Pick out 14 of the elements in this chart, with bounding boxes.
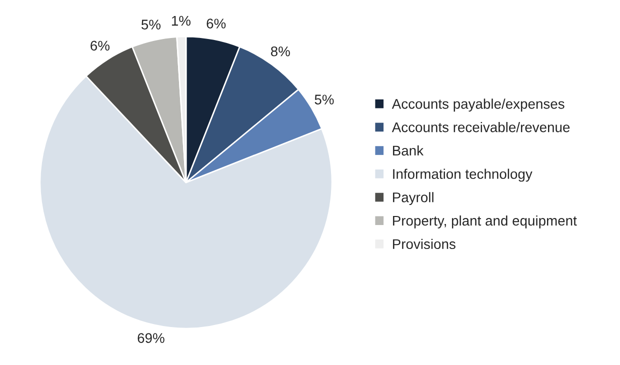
legend-label: Accounts payable/expenses [392, 98, 564, 112]
legend-label: Information technology [393, 168, 532, 182]
data-label: 1% [172, 16, 190, 26]
legend-label: Provisions [393, 238, 456, 250]
data-label: 6% [90, 40, 110, 51]
legend-label: Accounts receivable/revenue [392, 122, 570, 132]
legend-label: Property, plant and equipment [393, 215, 577, 228]
data-label: 6% [206, 18, 226, 28]
legend-label: Payroll [393, 192, 434, 206]
data-label: 5% [141, 20, 161, 30]
data-label: 5% [314, 94, 334, 104]
legend-label: Bank [393, 145, 424, 156]
data-label: 69% [138, 333, 164, 343]
data-label: 8% [270, 46, 290, 56]
